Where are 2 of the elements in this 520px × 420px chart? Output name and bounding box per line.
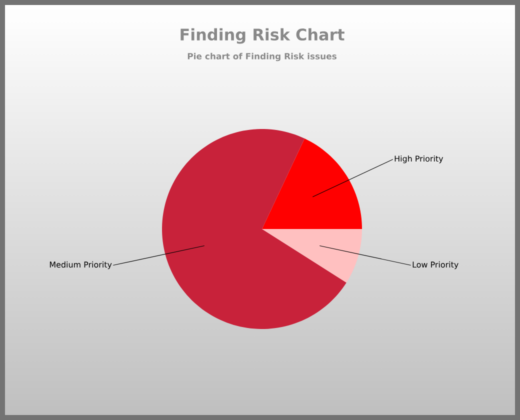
chart-subtitle: Pie chart of Finding Risk issues bbox=[188, 52, 336, 62]
chart-title: Finding Risk Chart bbox=[180, 28, 344, 44]
